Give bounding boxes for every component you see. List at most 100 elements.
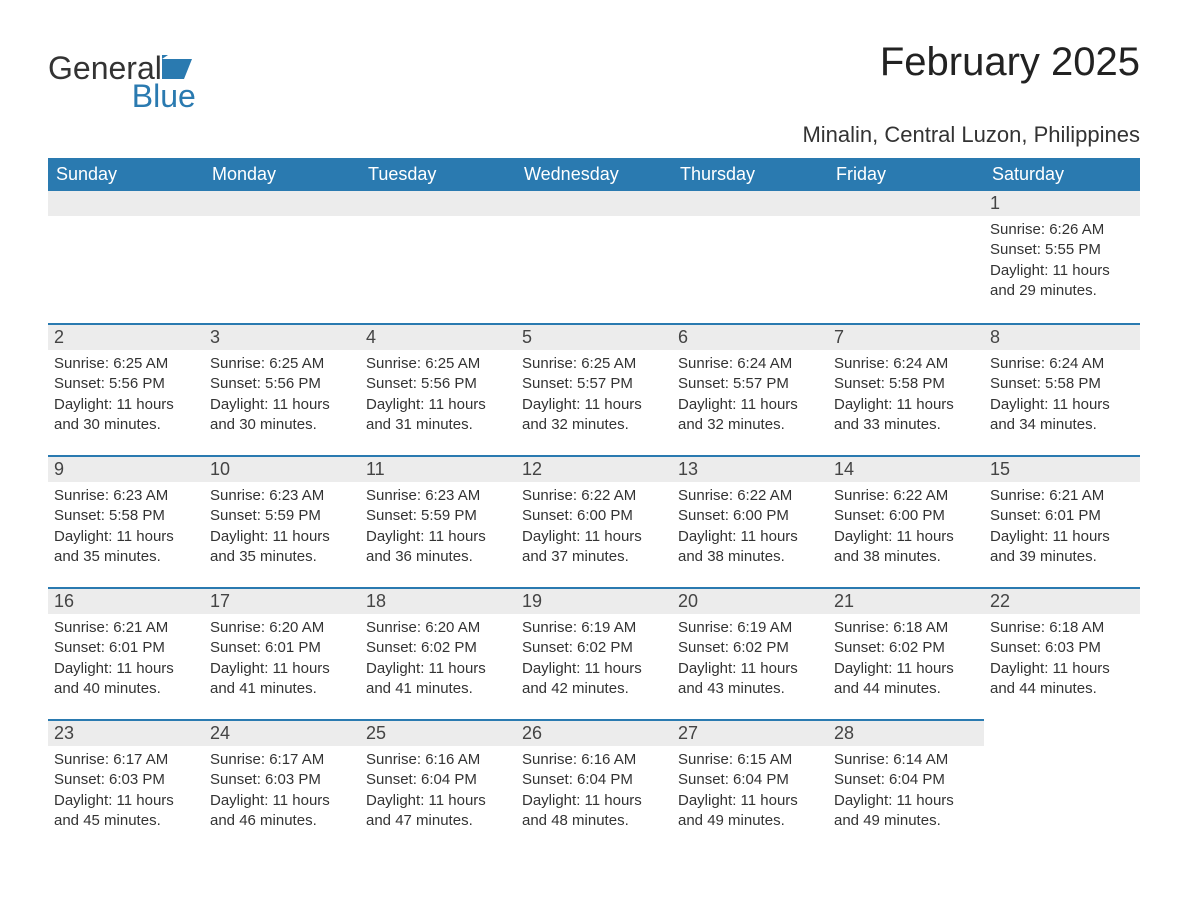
day-sunset: Sunset: 5:59 PM — [366, 506, 510, 526]
calendar-cell: 7Sunrise: 6:24 AMSunset: 5:58 PMDaylight… — [828, 323, 984, 455]
calendar-cell: 6Sunrise: 6:24 AMSunset: 5:57 PMDaylight… — [672, 323, 828, 455]
day-sunrise: Sunrise: 6:22 AM — [522, 486, 666, 506]
day-wrap: 24Sunrise: 6:17 AMSunset: 6:03 PMDayligh… — [204, 719, 360, 839]
day-sunset: Sunset: 5:58 PM — [990, 374, 1134, 394]
day-sunset: Sunset: 6:00 PM — [522, 506, 666, 526]
day-sunrise: Sunrise: 6:18 AM — [990, 618, 1134, 638]
day-sunrise: Sunrise: 6:16 AM — [522, 750, 666, 770]
day-daylight: Daylight: 11 hours and 35 minutes. — [54, 527, 198, 568]
day-sunrise: Sunrise: 6:22 AM — [678, 486, 822, 506]
day-number: 22 — [984, 589, 1140, 614]
day-sunset: Sunset: 6:01 PM — [54, 638, 198, 658]
day-daylight: Daylight: 11 hours and 34 minutes. — [990, 395, 1134, 436]
day-wrap: 2Sunrise: 6:25 AMSunset: 5:56 PMDaylight… — [48, 323, 204, 443]
day-details: Sunrise: 6:23 AMSunset: 5:58 PMDaylight:… — [48, 482, 204, 575]
day-number: 12 — [516, 457, 672, 482]
day-sunrise: Sunrise: 6:20 AM — [366, 618, 510, 638]
calendar-table: SundayMondayTuesdayWednesdayThursdayFrid… — [48, 158, 1140, 851]
day-wrap: 10Sunrise: 6:23 AMSunset: 5:59 PMDayligh… — [204, 455, 360, 575]
calendar-cell: 23Sunrise: 6:17 AMSunset: 6:03 PMDayligh… — [48, 719, 204, 851]
day-daylight: Daylight: 11 hours and 32 minutes. — [678, 395, 822, 436]
day-daylight: Daylight: 11 hours and 41 minutes. — [210, 659, 354, 700]
day-number-empty — [360, 191, 516, 216]
day-wrap: 7Sunrise: 6:24 AMSunset: 5:58 PMDaylight… — [828, 323, 984, 443]
day-number: 1 — [984, 191, 1140, 216]
day-daylight: Daylight: 11 hours and 48 minutes. — [522, 791, 666, 832]
day-wrap: 15Sunrise: 6:21 AMSunset: 6:01 PMDayligh… — [984, 455, 1140, 575]
day-number: 18 — [360, 589, 516, 614]
day-number: 21 — [828, 589, 984, 614]
day-details: Sunrise: 6:24 AMSunset: 5:58 PMDaylight:… — [984, 350, 1140, 443]
day-wrap: 8Sunrise: 6:24 AMSunset: 5:58 PMDaylight… — [984, 323, 1140, 443]
day-sunset: Sunset: 6:01 PM — [990, 506, 1134, 526]
day-sunset: Sunset: 6:04 PM — [678, 770, 822, 790]
calendar-week-row: 2Sunrise: 6:25 AMSunset: 5:56 PMDaylight… — [48, 323, 1140, 455]
location-text: Minalin, Central Luzon, Philippines — [48, 122, 1140, 148]
calendar-cell: 12Sunrise: 6:22 AMSunset: 6:00 PMDayligh… — [516, 455, 672, 587]
day-wrap: 11Sunrise: 6:23 AMSunset: 5:59 PMDayligh… — [360, 455, 516, 575]
day-daylight: Daylight: 11 hours and 38 minutes. — [678, 527, 822, 568]
day-sunset: Sunset: 6:00 PM — [834, 506, 978, 526]
day-number-empty — [48, 191, 204, 216]
day-daylight: Daylight: 11 hours and 45 minutes. — [54, 791, 198, 832]
day-daylight: Daylight: 11 hours and 41 minutes. — [366, 659, 510, 700]
brand-logo: General Blue — [48, 52, 196, 112]
day-sunset: Sunset: 5:56 PM — [54, 374, 198, 394]
day-sunrise: Sunrise: 6:26 AM — [990, 220, 1134, 240]
day-sunrise: Sunrise: 6:17 AM — [54, 750, 198, 770]
day-sunset: Sunset: 5:58 PM — [834, 374, 978, 394]
day-sunrise: Sunrise: 6:14 AM — [834, 750, 978, 770]
day-details: Sunrise: 6:25 AMSunset: 5:56 PMDaylight:… — [360, 350, 516, 443]
day-wrap: 22Sunrise: 6:18 AMSunset: 6:03 PMDayligh… — [984, 587, 1140, 707]
day-details: Sunrise: 6:17 AMSunset: 6:03 PMDaylight:… — [48, 746, 204, 839]
calendar-cell — [672, 191, 828, 323]
day-daylight: Daylight: 11 hours and 49 minutes. — [834, 791, 978, 832]
day-sunrise: Sunrise: 6:17 AM — [210, 750, 354, 770]
day-daylight: Daylight: 11 hours and 38 minutes. — [834, 527, 978, 568]
day-details: Sunrise: 6:24 AMSunset: 5:57 PMDaylight:… — [672, 350, 828, 443]
day-wrap: 12Sunrise: 6:22 AMSunset: 6:00 PMDayligh… — [516, 455, 672, 575]
calendar-cell: 27Sunrise: 6:15 AMSunset: 6:04 PMDayligh… — [672, 719, 828, 851]
day-number: 11 — [360, 457, 516, 482]
day-details: Sunrise: 6:23 AMSunset: 5:59 PMDaylight:… — [204, 482, 360, 575]
day-number: 8 — [984, 325, 1140, 350]
calendar-cell: 22Sunrise: 6:18 AMSunset: 6:03 PMDayligh… — [984, 587, 1140, 719]
calendar-week-row: 9Sunrise: 6:23 AMSunset: 5:58 PMDaylight… — [48, 455, 1140, 587]
day-sunset: Sunset: 6:00 PM — [678, 506, 822, 526]
day-sunrise: Sunrise: 6:18 AM — [834, 618, 978, 638]
day-wrap: 28Sunrise: 6:14 AMSunset: 6:04 PMDayligh… — [828, 719, 984, 839]
day-sunset: Sunset: 5:55 PM — [990, 240, 1134, 260]
day-daylight: Daylight: 11 hours and 30 minutes. — [210, 395, 354, 436]
day-sunrise: Sunrise: 6:24 AM — [678, 354, 822, 374]
day-number: 3 — [204, 325, 360, 350]
day-wrap: 26Sunrise: 6:16 AMSunset: 6:04 PMDayligh… — [516, 719, 672, 839]
weekday-header-row: SundayMondayTuesdayWednesdayThursdayFrid… — [48, 158, 1140, 191]
calendar-cell: 16Sunrise: 6:21 AMSunset: 6:01 PMDayligh… — [48, 587, 204, 719]
day-number-empty — [828, 191, 984, 216]
day-number: 14 — [828, 457, 984, 482]
day-details: Sunrise: 6:24 AMSunset: 5:58 PMDaylight:… — [828, 350, 984, 443]
day-wrap: 5Sunrise: 6:25 AMSunset: 5:57 PMDaylight… — [516, 323, 672, 443]
day-wrap: 27Sunrise: 6:15 AMSunset: 6:04 PMDayligh… — [672, 719, 828, 839]
calendar-cell: 8Sunrise: 6:24 AMSunset: 5:58 PMDaylight… — [984, 323, 1140, 455]
calendar-cell: 24Sunrise: 6:17 AMSunset: 6:03 PMDayligh… — [204, 719, 360, 851]
weekday-header: Sunday — [48, 158, 204, 191]
day-sunset: Sunset: 5:56 PM — [210, 374, 354, 394]
day-daylight: Daylight: 11 hours and 49 minutes. — [678, 791, 822, 832]
day-details: Sunrise: 6:14 AMSunset: 6:04 PMDaylight:… — [828, 746, 984, 839]
day-wrap: 4Sunrise: 6:25 AMSunset: 5:56 PMDaylight… — [360, 323, 516, 443]
day-sunset: Sunset: 5:58 PM — [54, 506, 198, 526]
calendar-cell: 20Sunrise: 6:19 AMSunset: 6:02 PMDayligh… — [672, 587, 828, 719]
calendar-cell: 13Sunrise: 6:22 AMSunset: 6:00 PMDayligh… — [672, 455, 828, 587]
calendar-cell: 3Sunrise: 6:25 AMSunset: 5:56 PMDaylight… — [204, 323, 360, 455]
day-details: Sunrise: 6:18 AMSunset: 6:02 PMDaylight:… — [828, 614, 984, 707]
day-sunrise: Sunrise: 6:20 AM — [210, 618, 354, 638]
day-wrap: 25Sunrise: 6:16 AMSunset: 6:04 PMDayligh… — [360, 719, 516, 839]
day-daylight: Daylight: 11 hours and 39 minutes. — [990, 527, 1134, 568]
day-sunrise: Sunrise: 6:24 AM — [990, 354, 1134, 374]
day-wrap: 9Sunrise: 6:23 AMSunset: 5:58 PMDaylight… — [48, 455, 204, 575]
day-wrap: 13Sunrise: 6:22 AMSunset: 6:00 PMDayligh… — [672, 455, 828, 575]
day-number: 6 — [672, 325, 828, 350]
day-details: Sunrise: 6:20 AMSunset: 6:01 PMDaylight:… — [204, 614, 360, 707]
day-daylight: Daylight: 11 hours and 40 minutes. — [54, 659, 198, 700]
